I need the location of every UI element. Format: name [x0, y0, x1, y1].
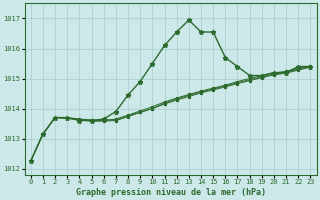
X-axis label: Graphe pression niveau de la mer (hPa): Graphe pression niveau de la mer (hPa): [76, 188, 266, 197]
